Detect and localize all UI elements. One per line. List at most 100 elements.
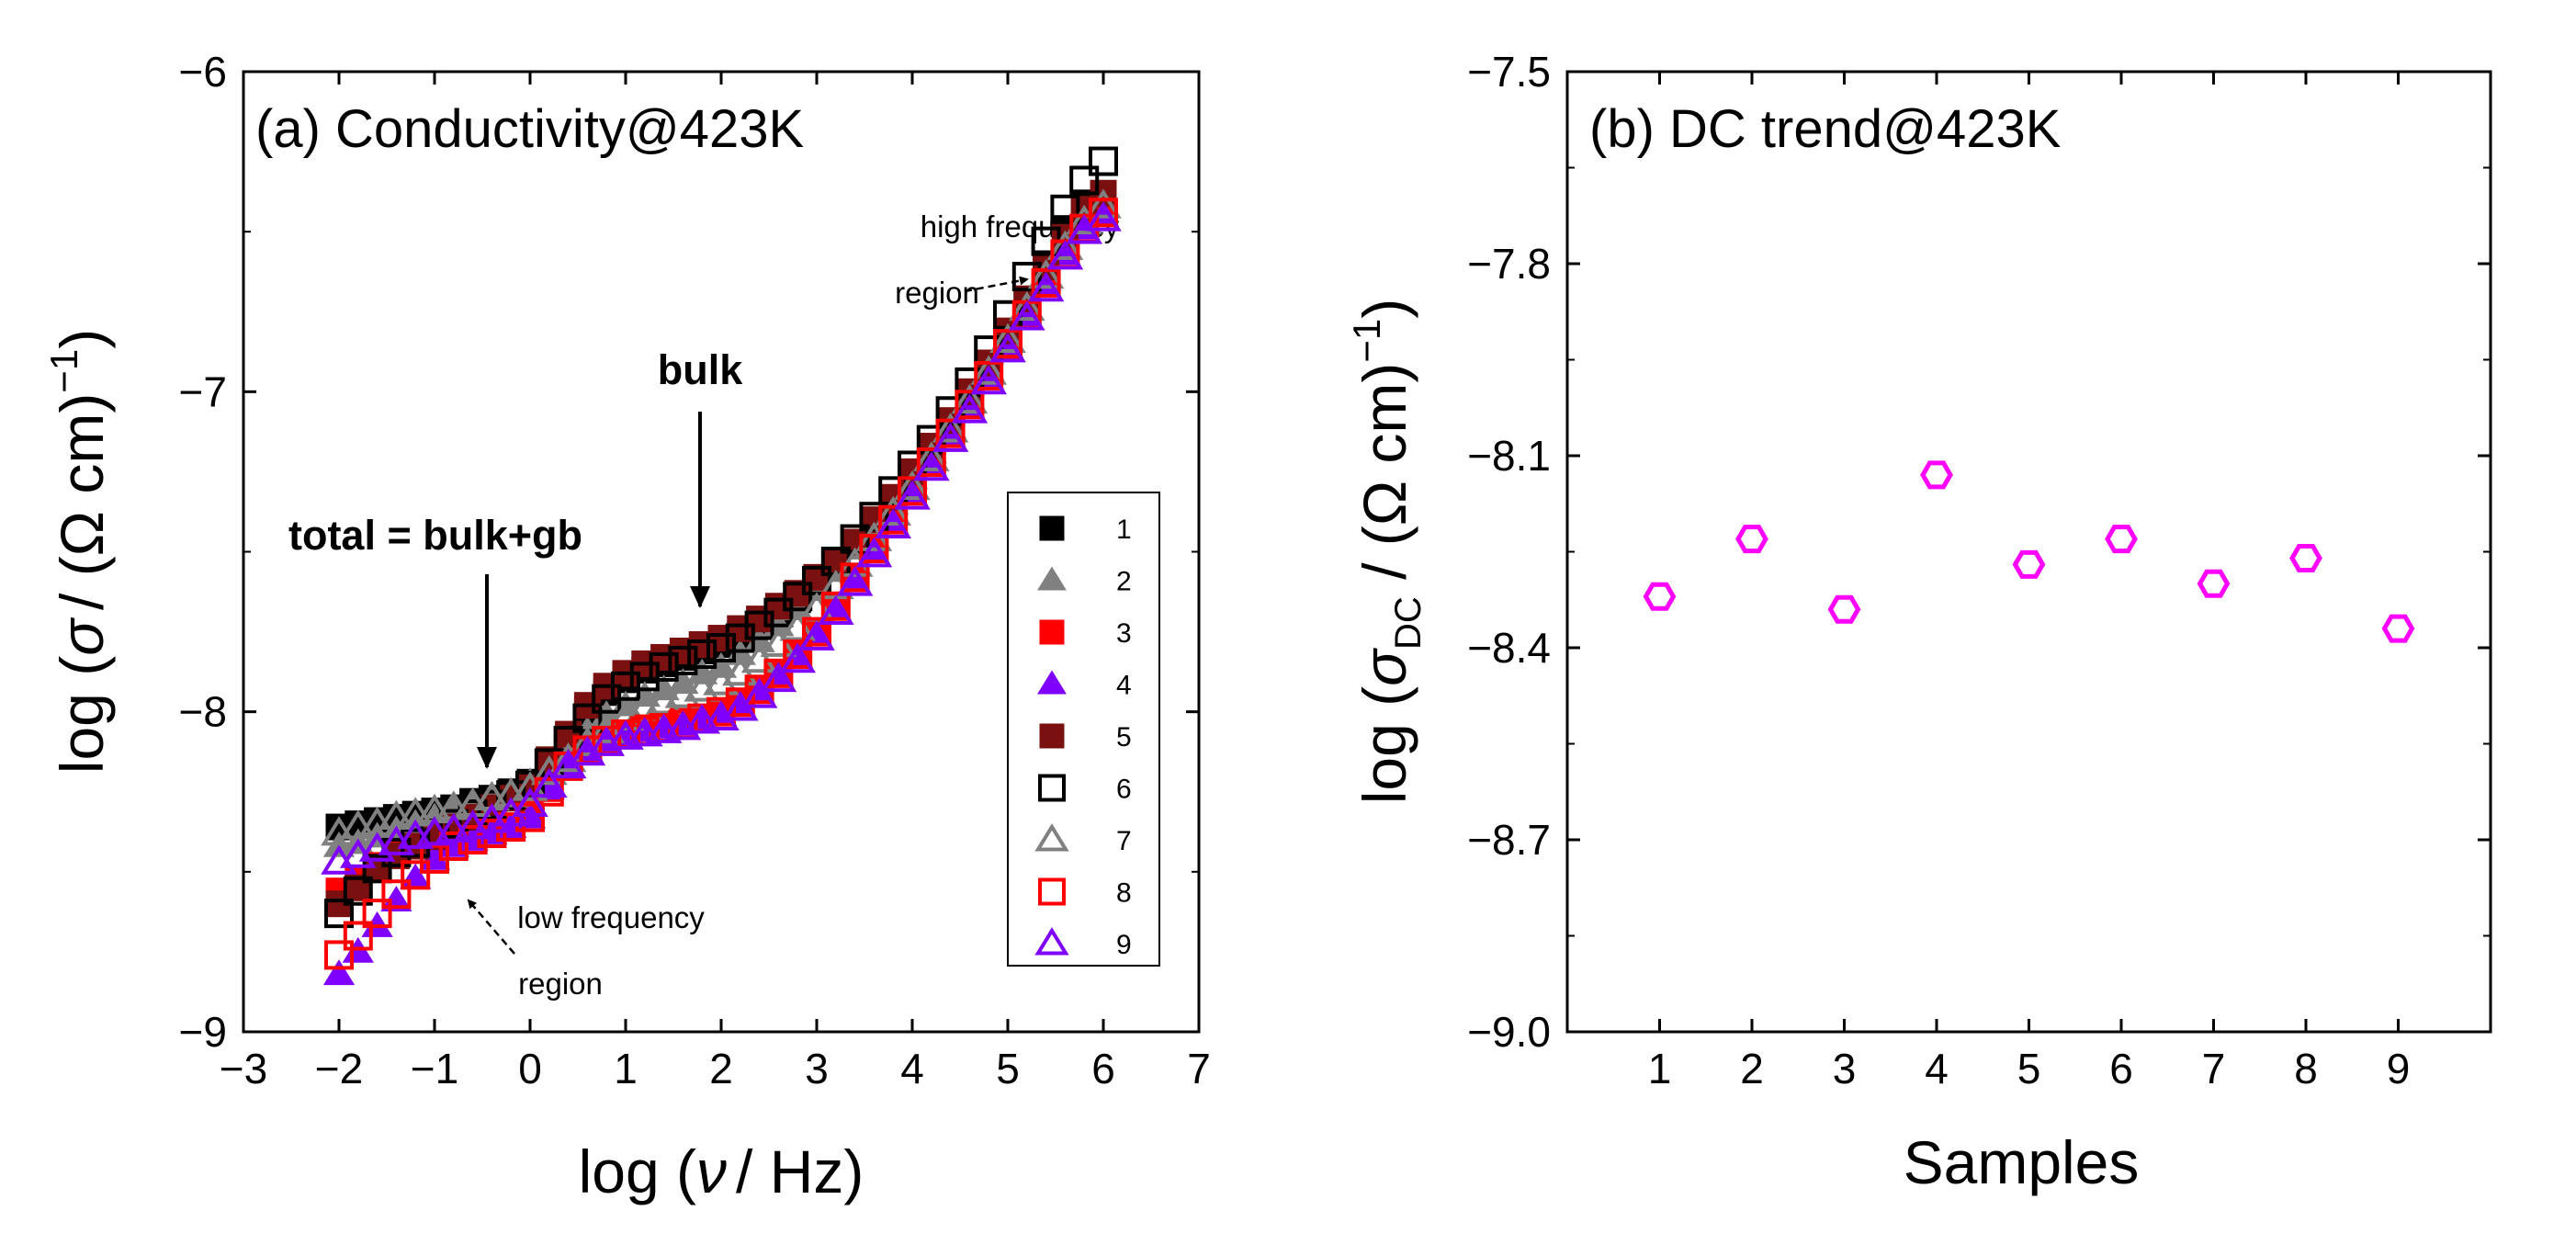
legend-items: 1 2 3 4 5 6 7 8 9 bbox=[1034, 515, 1132, 960]
x-tick-label: 6 bbox=[1091, 1045, 1115, 1092]
panel-b-y-axis-title: log (σDC / (Ω cm)−1) bbox=[1345, 299, 1429, 804]
series-1 bbox=[325, 179, 1117, 841]
x-tick-label: 7 bbox=[2202, 1045, 2226, 1092]
data-point-series-8 bbox=[802, 617, 831, 647]
x-tick-label: 3 bbox=[805, 1045, 829, 1092]
legend-symbol-9 bbox=[1034, 927, 1069, 956]
legend-label-5: 5 bbox=[1116, 722, 1132, 752]
data-point-series-6 bbox=[783, 582, 813, 612]
data-point-series-8 bbox=[438, 831, 469, 861]
y-tick-label: −9.0 bbox=[1467, 1008, 1551, 1056]
data-point-series-9 bbox=[760, 662, 797, 693]
legend-box bbox=[1007, 492, 1160, 967]
x-tick-label: 1 bbox=[614, 1045, 638, 1092]
data-point-series-8 bbox=[898, 476, 927, 506]
series-9 bbox=[321, 201, 1122, 875]
data-point-series-7 bbox=[989, 322, 1026, 353]
data-point-series-8 bbox=[859, 534, 889, 564]
legend-entry-4: 4 bbox=[1037, 670, 1132, 701]
data-point-series-9 bbox=[740, 678, 778, 708]
x-tick-label: −2 bbox=[315, 1045, 363, 1092]
panel-b-frame bbox=[1565, 70, 2492, 1034]
data-point-series-8 bbox=[496, 812, 526, 843]
high-freq-annotation-line2: region bbox=[895, 276, 979, 310]
data-point-series-9 bbox=[626, 717, 663, 747]
y-tick-label: −7.5 bbox=[1467, 48, 1551, 96]
total-annotation: total = bulk+gb bbox=[288, 512, 582, 559]
legend-label-9: 9 bbox=[1116, 930, 1132, 960]
data-point-series-9 bbox=[397, 819, 435, 849]
dc-point-sample-1 bbox=[1643, 582, 1677, 611]
legend-label-3: 3 bbox=[1116, 618, 1132, 649]
data-point-series-9 bbox=[1008, 300, 1045, 331]
data-point-series-6 bbox=[1050, 194, 1080, 224]
x-tick-label: 4 bbox=[900, 1045, 924, 1092]
y-tick-label: −8.7 bbox=[1467, 816, 1551, 864]
y-tick-label: −8.1 bbox=[1467, 432, 1551, 480]
x-tick-label: 4 bbox=[1925, 1045, 1949, 1092]
data-point-series-9 bbox=[416, 816, 453, 846]
x-tick-label: 7 bbox=[1187, 1045, 1211, 1092]
data-point-series-9 bbox=[684, 704, 721, 734]
legend-symbol-5 bbox=[1039, 723, 1065, 749]
data-point-series-9 bbox=[989, 333, 1026, 363]
dc-point-sample-4 bbox=[1920, 460, 1953, 490]
dc-point-sample-9 bbox=[2381, 614, 2415, 643]
x-tick-label: −1 bbox=[411, 1045, 458, 1092]
y-tick-label: −8.4 bbox=[1467, 624, 1551, 672]
panel-a-y-axis-title: log (σ/ (Ω cm)−1) bbox=[42, 329, 116, 774]
panel-b-title: (b) DC trend@423K bbox=[1589, 99, 2062, 159]
data-point-series-8 bbox=[1089, 198, 1118, 228]
legend-symbol-4 bbox=[1037, 670, 1067, 695]
legend: 1 2 3 4 5 6 7 8 9 bbox=[1007, 492, 1160, 967]
data-point-series-7 bbox=[912, 441, 950, 471]
legend-entry-5: 5 bbox=[1039, 722, 1132, 752]
y-tick-label: −9 bbox=[179, 1008, 227, 1056]
data-point-series-9 bbox=[530, 767, 568, 798]
data-point-series-8 bbox=[783, 639, 813, 669]
data-point-series-8 bbox=[515, 802, 545, 832]
legend-symbol-2 bbox=[1037, 566, 1067, 591]
data-point-series-9 bbox=[1027, 271, 1065, 302]
legend-symbol-3 bbox=[1039, 619, 1065, 645]
data-point-series-9 bbox=[817, 594, 854, 626]
data-point-series-4 bbox=[322, 959, 356, 986]
data-point-series-9 bbox=[1046, 240, 1084, 270]
legend-symbol-8 bbox=[1038, 877, 1066, 906]
dc-point-sample-5 bbox=[2012, 549, 2046, 579]
data-point-series-9 bbox=[855, 537, 893, 568]
legend-entry-9: 9 bbox=[1034, 927, 1132, 960]
legend-label-2: 2 bbox=[1116, 567, 1132, 597]
data-point-series-8 bbox=[1031, 267, 1061, 298]
data-point-series-8 bbox=[916, 447, 946, 477]
data-point-series-6 bbox=[362, 854, 392, 884]
data-point-series-8 bbox=[706, 696, 736, 727]
data-point-series-9 bbox=[645, 713, 683, 743]
data-point-series-9 bbox=[1085, 201, 1122, 232]
data-point-series-8 bbox=[878, 504, 909, 535]
legend-entry-2: 2 bbox=[1037, 566, 1132, 597]
x-tick-label: 6 bbox=[2109, 1045, 2133, 1092]
series-dc bbox=[1643, 460, 2415, 643]
legend-entry-6: 6 bbox=[1038, 774, 1132, 805]
data-point-series-7 bbox=[894, 470, 931, 501]
data-point-series-8 bbox=[820, 591, 851, 621]
data-point-series-8 bbox=[362, 899, 392, 929]
legend-label-4: 4 bbox=[1116, 671, 1132, 701]
data-point-series-9 bbox=[512, 786, 548, 818]
legend-symbol-6 bbox=[1038, 774, 1066, 802]
x-tick-label: 0 bbox=[518, 1045, 542, 1092]
data-point-series-8 bbox=[477, 819, 507, 849]
data-point-series-6 bbox=[687, 639, 717, 669]
x-tick-label: 5 bbox=[996, 1045, 1020, 1092]
bulk-annotation: bulk bbox=[658, 346, 743, 393]
y-tick-label: −7 bbox=[179, 368, 227, 415]
data-point-series-9 bbox=[912, 450, 950, 481]
data-point-series-7 bbox=[1008, 290, 1045, 322]
panel-a-data-marks bbox=[321, 146, 1122, 986]
panel-a-title: (a) Conductivity@423K bbox=[255, 99, 805, 159]
data-point-series-8 bbox=[955, 390, 985, 420]
low-freq-annotation-line2: region bbox=[518, 967, 603, 1001]
y-tick-label: −6 bbox=[179, 48, 227, 96]
data-point-series-6 bbox=[649, 651, 679, 682]
